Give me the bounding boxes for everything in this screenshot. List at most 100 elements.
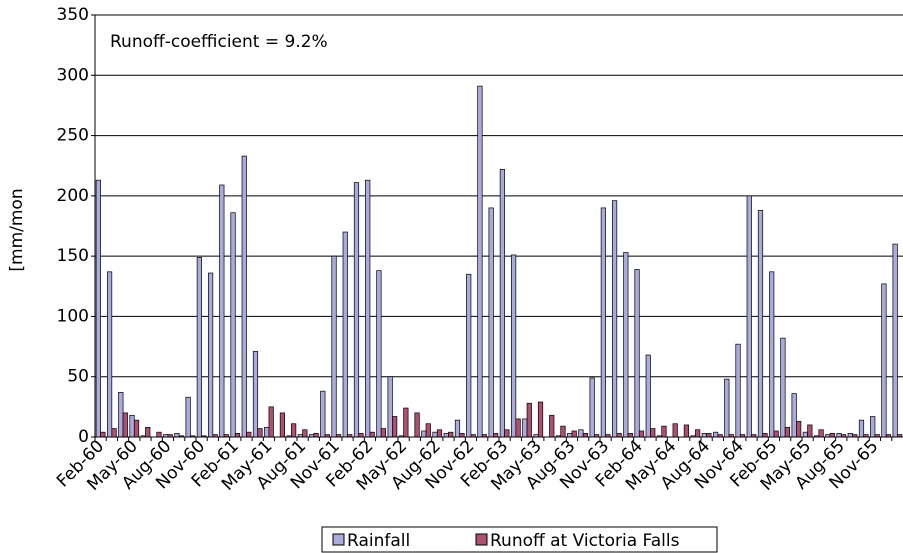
bar bbox=[735, 343, 741, 438]
legend-box bbox=[321, 526, 718, 553]
bar bbox=[616, 433, 622, 438]
bar bbox=[241, 155, 247, 438]
bar bbox=[706, 433, 712, 438]
bar bbox=[122, 412, 128, 438]
bar bbox=[313, 433, 319, 438]
bar bbox=[279, 412, 286, 438]
bar bbox=[847, 433, 853, 438]
bar bbox=[234, 433, 241, 438]
bar bbox=[414, 412, 420, 438]
y-tick-label: 200 bbox=[57, 186, 89, 206]
bar bbox=[291, 423, 297, 438]
bar bbox=[111, 428, 117, 438]
legend-swatch bbox=[475, 533, 488, 546]
bar bbox=[818, 429, 824, 438]
legend-label: Rainfall bbox=[347, 531, 410, 551]
bar bbox=[515, 418, 521, 438]
bar bbox=[796, 420, 802, 438]
bar bbox=[623, 252, 629, 438]
y-tick-label: 300 bbox=[57, 65, 89, 85]
bar bbox=[207, 272, 214, 438]
bar bbox=[504, 429, 510, 438]
bar bbox=[645, 354, 651, 438]
bar bbox=[432, 431, 438, 438]
bar bbox=[488, 207, 494, 438]
bar bbox=[537, 401, 544, 438]
bar bbox=[571, 430, 577, 438]
bar bbox=[342, 231, 348, 438]
bar bbox=[421, 430, 427, 438]
bar bbox=[118, 392, 124, 438]
legend-label: Runoff at Victoria Falls bbox=[490, 531, 680, 551]
bar bbox=[510, 254, 517, 438]
bar bbox=[129, 414, 135, 438]
bar bbox=[106, 271, 113, 438]
bar bbox=[365, 179, 371, 438]
bar bbox=[589, 377, 595, 438]
annotation: Runoff-coefficient = 9.2% bbox=[110, 32, 328, 52]
bar bbox=[712, 431, 719, 438]
bar bbox=[380, 428, 387, 438]
bar bbox=[791, 393, 797, 438]
bar bbox=[560, 425, 566, 438]
bar bbox=[376, 270, 382, 438]
bar bbox=[769, 271, 775, 438]
y-tick-label: 350 bbox=[57, 5, 89, 25]
bar bbox=[320, 390, 326, 438]
bar bbox=[549, 414, 555, 438]
bar bbox=[196, 256, 202, 438]
y-tick-label: 150 bbox=[57, 246, 89, 266]
bar bbox=[600, 207, 606, 438]
bar bbox=[567, 433, 573, 438]
bar bbox=[807, 424, 813, 438]
bar bbox=[185, 396, 191, 438]
bar bbox=[331, 255, 337, 438]
y-axis-label: [mm/mon bbox=[7, 188, 27, 271]
bar bbox=[757, 209, 764, 438]
bar bbox=[582, 433, 589, 438]
y-tick-label: 50 bbox=[67, 367, 89, 387]
bar bbox=[634, 269, 640, 438]
bar bbox=[773, 430, 779, 438]
bar bbox=[219, 184, 225, 438]
bar bbox=[499, 168, 505, 438]
bar bbox=[672, 423, 678, 438]
bar bbox=[257, 428, 263, 438]
bar bbox=[100, 431, 106, 438]
bar bbox=[858, 419, 865, 438]
bar bbox=[892, 243, 898, 438]
bar bbox=[611, 200, 618, 438]
bar bbox=[95, 179, 101, 438]
legend-swatch bbox=[332, 533, 345, 546]
bar bbox=[448, 431, 454, 438]
bar bbox=[701, 433, 707, 438]
bar bbox=[724, 378, 730, 438]
bar bbox=[425, 423, 431, 438]
y-tick-label: 250 bbox=[57, 126, 89, 146]
bar bbox=[477, 85, 483, 438]
bar bbox=[454, 419, 461, 438]
bar bbox=[246, 431, 252, 438]
bar bbox=[650, 428, 656, 438]
bar bbox=[268, 406, 274, 438]
bar bbox=[392, 416, 398, 438]
y-tick-label: 0 bbox=[78, 427, 89, 447]
bar bbox=[133, 419, 140, 438]
bar bbox=[436, 429, 443, 438]
bar bbox=[522, 418, 528, 438]
bar bbox=[661, 425, 667, 438]
y-tick-label: 100 bbox=[57, 306, 89, 326]
bar bbox=[526, 402, 532, 438]
bar bbox=[683, 424, 690, 438]
bar bbox=[802, 431, 808, 438]
bar bbox=[252, 351, 259, 438]
bar bbox=[387, 376, 393, 438]
bar bbox=[780, 337, 786, 438]
bar bbox=[145, 427, 151, 438]
bar bbox=[353, 182, 360, 438]
bar bbox=[230, 212, 236, 438]
bar bbox=[264, 427, 270, 438]
bar bbox=[443, 433, 449, 438]
